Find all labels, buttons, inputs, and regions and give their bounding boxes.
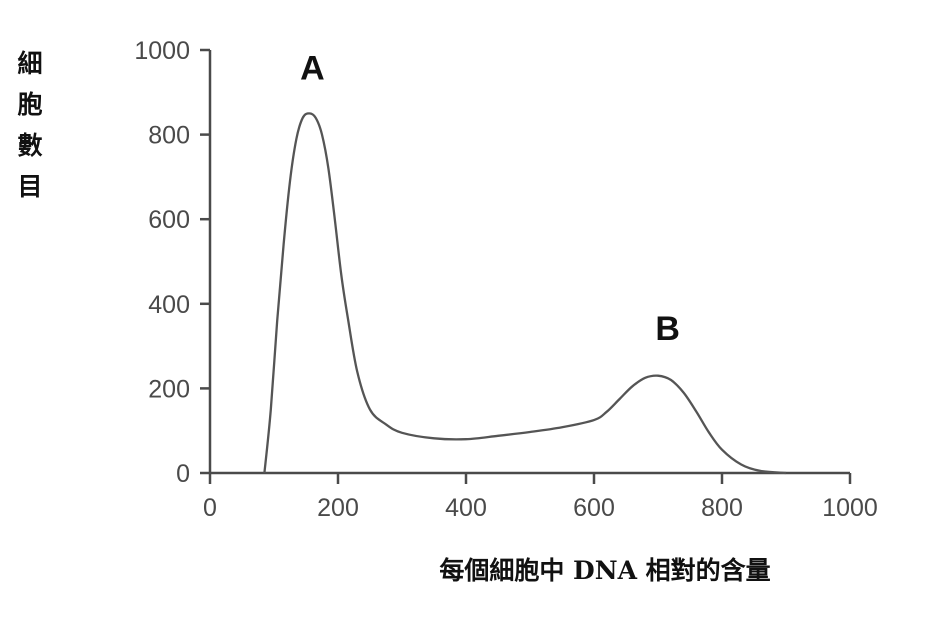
x-tick-label: 800	[701, 494, 743, 522]
y-tick-label: 200	[148, 375, 190, 403]
y-tick-label: 800	[148, 122, 190, 150]
x-tick-label: 400	[445, 494, 487, 522]
y-axis-ticks: 0 200 400 600 800 1000	[134, 37, 210, 488]
peak-label-b: B	[655, 310, 680, 348]
y-tick-label: 1000	[134, 37, 190, 65]
x-tick-label: 600	[573, 494, 615, 522]
peak-label-a: A	[300, 50, 325, 88]
x-tick-label: 0	[203, 494, 217, 522]
y-tick-label: 400	[148, 291, 190, 319]
x-axis-title: 每個細胞中 DNA 相對的含量	[439, 556, 770, 585]
x-tick-label: 200	[317, 494, 359, 522]
y-tick-label: 600	[148, 206, 190, 234]
y-axis-title: 細胞數目	[17, 49, 42, 201]
peak-annotations: AB	[300, 50, 680, 348]
series-line	[263, 112, 787, 475]
x-axis-ticks: 0 200 400 600 800 1000	[203, 473, 878, 522]
x-tick-label: 1000	[822, 494, 878, 522]
y-axis-title-text: 細胞數目	[17, 49, 42, 201]
y-tick-label: 0	[176, 460, 190, 488]
